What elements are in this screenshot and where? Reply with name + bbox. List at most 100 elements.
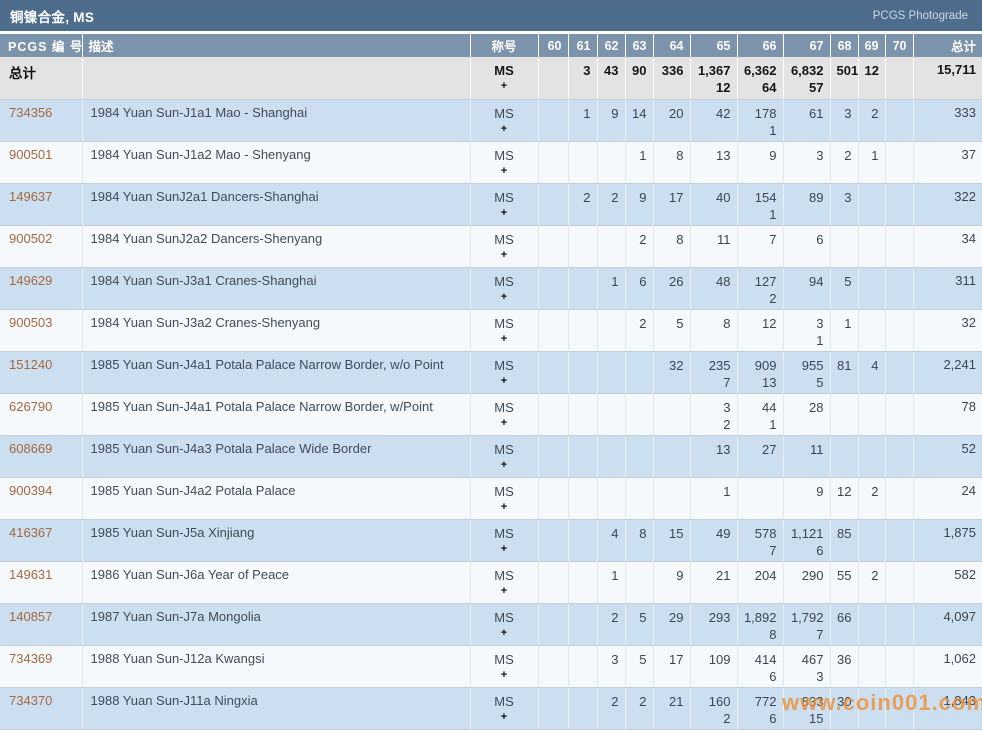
pcgs-number-link[interactable]: 626790	[9, 398, 53, 414]
totals-grade-61-cell: 3	[568, 57, 598, 100]
plus-count	[892, 416, 907, 433]
plus-count	[865, 164, 879, 181]
grade-62-cell	[597, 225, 626, 268]
pcgs-number-link[interactable]: 900502	[9, 230, 53, 246]
plus-count	[790, 164, 824, 181]
grade-count	[604, 147, 619, 164]
plus-count	[660, 122, 684, 139]
grade-count: 414	[754, 651, 777, 667]
grade-60-cell	[538, 687, 569, 730]
grade-62-cell	[597, 351, 626, 394]
pcgs-number-link[interactable]: 900501	[9, 146, 53, 162]
grade-count	[632, 357, 647, 374]
grade-count: 2	[611, 189, 619, 205]
plus-count	[837, 542, 852, 559]
pcgs-number-link[interactable]: 149629	[9, 272, 53, 288]
grade-count	[865, 399, 879, 416]
grade-65-cell: 1	[690, 477, 738, 520]
grade-62-cell	[597, 309, 626, 352]
grade-63-cell: 5	[625, 645, 654, 688]
plus-count: 7	[816, 626, 824, 642]
designation-label: MS	[494, 609, 514, 625]
pcgs-number-link[interactable]: 151240	[9, 356, 53, 372]
totals-grade-64-cell: 336	[653, 57, 691, 100]
grade-count	[604, 399, 619, 416]
plus-count	[744, 500, 777, 517]
grade-63-cell: 2	[625, 687, 654, 730]
row-total: 34	[913, 225, 982, 268]
grade-count: 9	[676, 567, 684, 583]
pcgs-number-link[interactable]: 608669	[9, 440, 53, 456]
grade-count	[892, 357, 907, 374]
plus-count	[865, 710, 879, 727]
photograde-link[interactable]: PCGS Photograde	[872, 9, 968, 22]
plus-count	[632, 542, 647, 559]
pcgs-number-link[interactable]: 149631	[9, 566, 53, 582]
designation-label: MS	[494, 147, 514, 163]
table-row: 734370 1988 Yuan Sun-J11a Ningxia MS + 2…	[0, 687, 982, 730]
grade-64-cell: 5	[653, 309, 691, 352]
grade-64-cell: 17	[653, 645, 691, 688]
grade-68-cell: 3	[830, 99, 859, 142]
row-total: 1,062	[913, 645, 982, 688]
table-row: 149629 1984 Yuan Sun-J3a1 Cranes-Shangha…	[0, 267, 982, 310]
totals-grand-total: 15,711	[913, 57, 982, 100]
grade-count: 1	[611, 567, 619, 583]
plus-count	[604, 374, 619, 391]
designation-cell: MS +	[470, 225, 539, 268]
plus-count	[865, 668, 879, 685]
plus-count: 7	[769, 542, 777, 558]
grade-62-cell: 9	[597, 99, 626, 142]
grade-count	[744, 483, 777, 500]
pcgs-number-link[interactable]: 734356	[9, 104, 53, 120]
grade-60-cell	[538, 183, 569, 226]
grade-count	[865, 651, 879, 668]
plus-count: 7	[723, 374, 731, 390]
plus-count	[744, 164, 777, 181]
grade-61-cell	[568, 603, 598, 646]
grade-count: 27	[762, 441, 777, 457]
col-header-designation: 称号	[470, 34, 539, 57]
plus-count	[660, 542, 684, 559]
row-total: 333	[913, 99, 982, 142]
table-row: 734356 1984 Yuan Sun-J1a1 Mao - Shanghai…	[0, 99, 982, 142]
plus-count	[865, 248, 879, 265]
grade-60-cell	[538, 477, 569, 520]
pcgs-number-link[interactable]: 900394	[9, 482, 53, 498]
grade-66-cell: 1,892 8	[737, 603, 784, 646]
grade-count	[604, 483, 619, 500]
grade-count: 290	[801, 567, 824, 583]
designation-label: MS	[494, 441, 514, 457]
pcgs-number-link[interactable]: 734369	[9, 650, 53, 666]
plus-count	[545, 584, 562, 601]
plus-count	[632, 416, 647, 433]
plus-count	[697, 584, 731, 601]
row-total: 322	[913, 183, 982, 226]
grade-68-cell	[830, 435, 859, 478]
designation-label: MS	[494, 315, 514, 331]
grade-65-cell: 40	[690, 183, 738, 226]
totals-grade-65-cell: 1,367 12	[690, 57, 738, 100]
pcgs-number-link[interactable]: 734370	[9, 692, 53, 708]
grade-62-cell: 2	[597, 687, 626, 730]
col-header-grade-67: 67	[783, 34, 831, 57]
plus-count	[575, 206, 591, 223]
pcgs-number-link[interactable]: 900503	[9, 314, 53, 330]
plus-designation-icon: +	[500, 374, 508, 387]
grade-69-cell	[858, 267, 886, 310]
grade-count: 6,832	[790, 63, 824, 78]
pcgs-number-link[interactable]: 149637	[9, 188, 53, 204]
grade-64-cell	[653, 393, 691, 436]
pcgs-number-link[interactable]: 416367	[9, 524, 53, 540]
grade-67-cell: 89	[783, 183, 831, 226]
grade-count: 109	[708, 651, 731, 667]
grade-65-cell: 48	[690, 267, 738, 310]
grade-64-cell: 8	[653, 141, 691, 184]
grade-count	[892, 651, 907, 668]
pcgs-number-link[interactable]: 140857	[9, 608, 53, 624]
plus-count	[604, 458, 619, 475]
grade-67-cell: 28	[783, 393, 831, 436]
coin-description: 1988 Yuan Sun-J12a Kwangsi	[82, 645, 471, 688]
coin-description: 1984 Yuan Sun-J3a2 Cranes-Shenyang	[82, 309, 471, 352]
